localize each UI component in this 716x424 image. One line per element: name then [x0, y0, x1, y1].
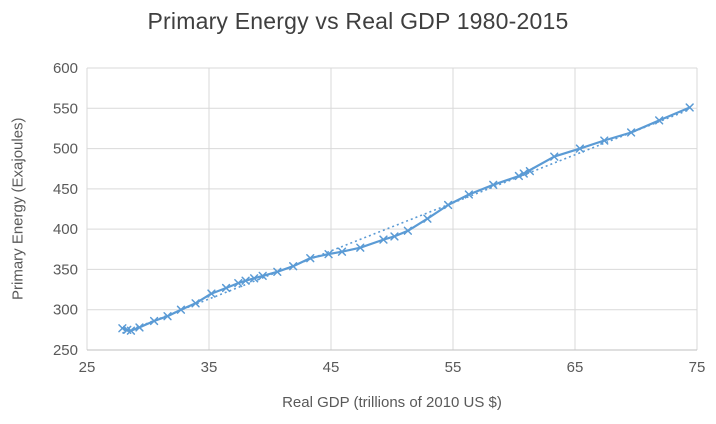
y-tick-label: 400	[53, 221, 78, 238]
data-point-marker	[600, 136, 609, 145]
x-tick-label: 45	[323, 359, 340, 376]
data-point-marker	[390, 232, 399, 241]
data-point-marker	[207, 289, 216, 298]
data-point-marker	[191, 299, 200, 308]
data-point-marker	[324, 249, 333, 259]
data-point-marker	[306, 253, 315, 263]
y-tick-label: 500	[53, 141, 78, 158]
data-point-marker	[135, 323, 144, 332]
data-point-marker	[575, 144, 585, 153]
data-point-marker	[163, 312, 172, 321]
data-point-marker	[221, 283, 231, 293]
x-axis-title: Real GDP (trillions of 2010 US $)	[282, 394, 502, 411]
chart-title: Primary Energy vs Real GDP 1980-2015	[147, 8, 569, 34]
x-tick-label: 55	[445, 359, 462, 376]
data-point-marker	[626, 128, 636, 137]
y-tick-label: 450	[53, 181, 78, 198]
data-point-marker	[525, 166, 535, 176]
x-tick-label: 65	[567, 359, 584, 376]
y-tick-label: 350	[53, 261, 78, 278]
data-point-marker	[149, 316, 159, 326]
data-point-marker	[118, 324, 127, 333]
data-point-marker	[655, 116, 664, 125]
data-point-marker	[685, 103, 694, 112]
data-point-marker	[423, 214, 432, 223]
y-tick-label: 600	[53, 60, 78, 77]
data-point-marker	[176, 305, 186, 314]
data-point-marker	[514, 171, 524, 181]
data-point-marker	[337, 247, 347, 256]
data-point-marker	[241, 276, 250, 285]
data-point-marker	[126, 326, 136, 335]
data-point-marker	[273, 267, 282, 276]
data-point-marker	[379, 235, 388, 244]
data-point-marker	[550, 152, 559, 161]
data-point-marker	[403, 226, 413, 235]
data-point-marker	[356, 243, 365, 252]
data-point-marker	[443, 200, 453, 210]
x-tick-label: 25	[79, 359, 96, 376]
y-tick-label: 550	[53, 100, 78, 117]
data-point-marker	[519, 169, 528, 178]
x-tick-label: 35	[201, 359, 218, 376]
x-tick-label: 75	[689, 359, 706, 376]
y-tick-label: 300	[53, 302, 78, 319]
data-point-marker	[234, 278, 243, 288]
data-point-marker	[464, 190, 474, 199]
data-point-marker	[289, 262, 298, 271]
trendline	[122, 108, 690, 334]
y-tick-label: 250	[53, 342, 78, 359]
data-point-marker	[489, 180, 498, 189]
data-point-marker	[249, 274, 259, 283]
data-point-marker	[258, 271, 267, 281]
